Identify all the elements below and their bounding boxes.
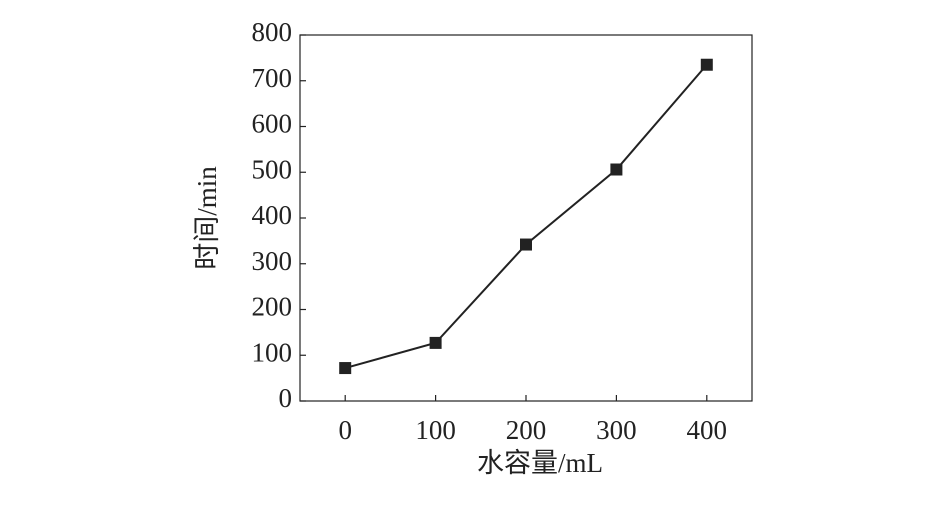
y-tick-label: 300 (252, 246, 293, 276)
y-tick-label: 700 (252, 63, 293, 93)
x-tick-label: 400 (687, 415, 728, 445)
x-tick-label: 300 (596, 415, 637, 445)
y-axis-label: 时间/min (192, 166, 222, 270)
y-tick-label: 0 (279, 383, 293, 413)
y-tick-label: 600 (252, 109, 293, 139)
x-tick-label: 100 (415, 415, 456, 445)
line (344, 64, 708, 370)
marker (339, 362, 352, 375)
marker (520, 238, 532, 251)
marker (429, 336, 442, 349)
marker (700, 58, 713, 71)
marker (610, 163, 623, 176)
x-axis-label: 水容量/mL (477, 448, 603, 478)
y-tick-label: 800 (252, 17, 293, 47)
y-tick-label: 500 (252, 154, 293, 184)
y-tick-label: 200 (252, 292, 293, 322)
x-tick-label: 0 (338, 415, 352, 445)
x-tick-label: 200 (506, 415, 547, 445)
y-tick-label: 100 (252, 337, 293, 367)
y-tick-label: 400 (252, 200, 293, 230)
